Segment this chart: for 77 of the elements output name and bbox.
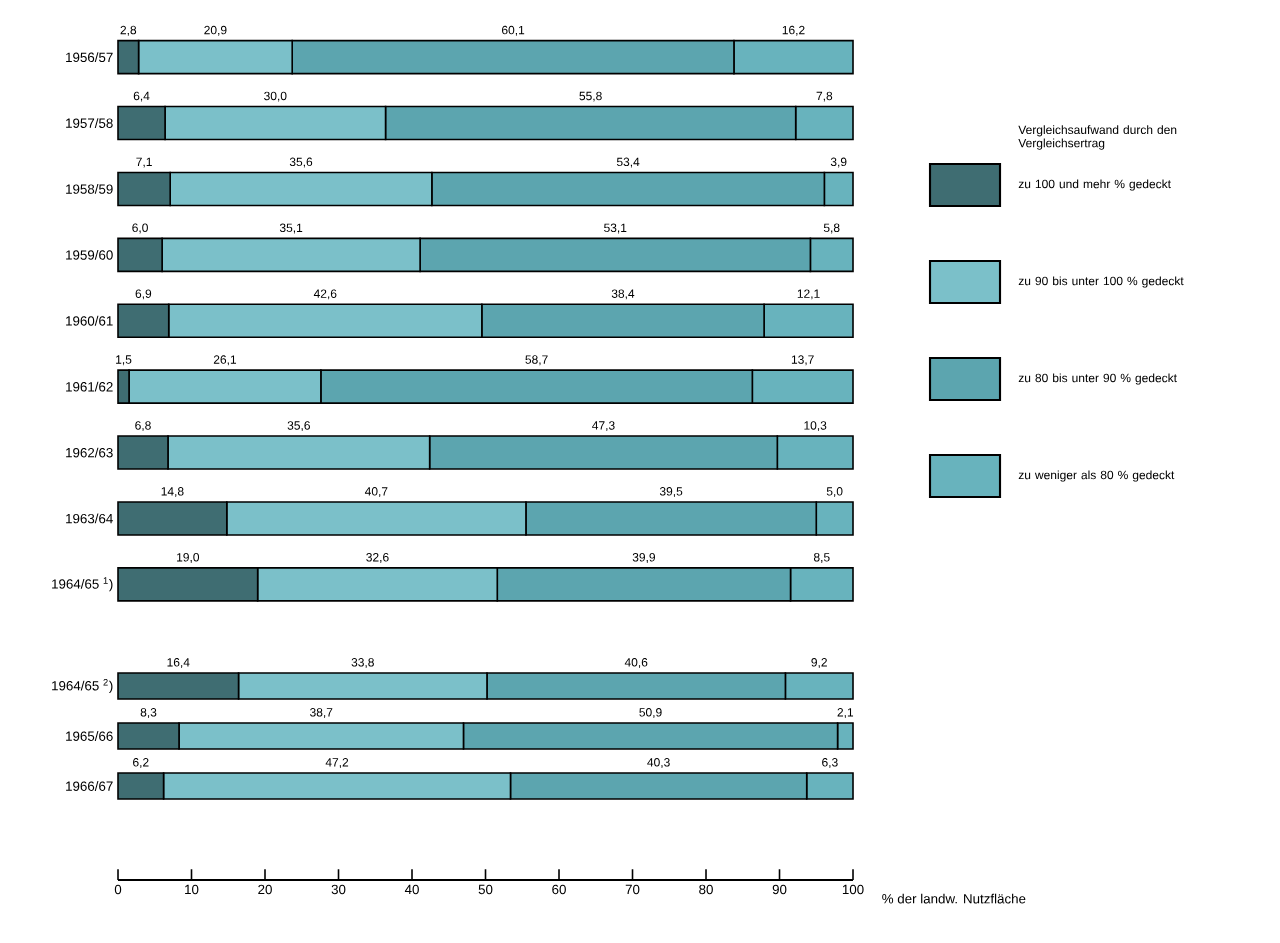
data-label: 30,0 — [264, 91, 287, 102]
text: zu 80 bis unter 90 % gedeckt — [1018, 373, 1177, 385]
data-label: 8,5 — [813, 553, 830, 563]
data-label: 7,1 — [136, 157, 152, 168]
data-label: 33,8 — [351, 658, 374, 668]
data-label: 38,7 — [310, 708, 333, 718]
data-label: 1,5 — [116, 355, 132, 366]
y-tick-label: 1964/65 $^{1}$) — [52, 577, 113, 592]
y-tick-label: 1958/59 — [66, 184, 113, 194]
x-tick-label: 20 — [258, 884, 272, 895]
data-label: 6,3 — [822, 758, 838, 768]
data-label: 53,4 — [616, 157, 640, 168]
y-tick-label: 1964/65 $^{2}$) — [52, 678, 113, 694]
data-label: 16,2 — [782, 25, 805, 36]
text: zu weniger als 80 % gedeckt — [1018, 470, 1175, 482]
data-label: 32,6 — [366, 553, 389, 563]
text: zu 90 bis unter 100 % gedeckt — [1018, 276, 1184, 288]
data-label: 8,3 — [140, 708, 157, 718]
y-tick-label: 1956/57 — [66, 52, 113, 63]
data-label: 20,9 — [204, 25, 227, 36]
data-label: 2,8 — [120, 25, 137, 36]
data-label: 53,1 — [604, 223, 627, 234]
x-tick-label: 40 — [404, 884, 419, 895]
data-label: 5,0 — [826, 487, 843, 498]
y-tick-label: 1963/64 — [66, 513, 113, 524]
data-label: 6,8 — [135, 421, 151, 432]
x-tick-label: 50 — [478, 884, 493, 895]
x-axis-title: % der landw. Nutzfläche — [882, 893, 1026, 904]
y-tick-label: 1961/62 — [66, 381, 113, 392]
data-label: 14,8 — [161, 487, 184, 498]
data-label: 35,6 — [287, 421, 310, 432]
data-label: 60,1 — [502, 25, 525, 36]
data-label: 5,8 — [823, 223, 840, 234]
data-label: 2,1 — [837, 708, 854, 718]
x-tick-label: 10 — [185, 884, 199, 895]
data-label: 58,7 — [525, 355, 548, 366]
data-label: 40,7 — [364, 487, 388, 498]
data-label: 9,2 — [811, 658, 827, 668]
x-tick-label: 100 — [842, 884, 864, 895]
y-tick-label: 1962/63 — [66, 447, 113, 458]
y-tick-label: 1957/58 — [66, 118, 113, 128]
data-label: 39,5 — [659, 487, 683, 498]
y-tick-label: 1966/67 — [66, 781, 113, 791]
data-label: 6,9 — [135, 289, 152, 300]
data-label: 12,1 — [797, 289, 820, 300]
data-label: 39,9 — [632, 553, 656, 563]
data-label: 16,4 — [167, 658, 190, 668]
x-tick-label: 70 — [625, 884, 640, 895]
data-label: 7,8 — [816, 91, 833, 102]
x-tick-label: 80 — [699, 884, 713, 895]
x-tick-label: 30 — [331, 884, 346, 895]
x-tick-label: 90 — [772, 884, 787, 895]
data-label: 47,2 — [325, 758, 349, 768]
data-label: 6,2 — [133, 758, 149, 768]
data-label: 13,7 — [791, 355, 814, 366]
data-label: 38,4 — [611, 289, 635, 300]
y-tick-label: 1960/61 — [66, 315, 113, 326]
data-label: 35,1 — [279, 223, 303, 234]
legend-title: Vergleichsaufwand durch den Vergleichsertrag — [1018, 125, 1177, 150]
data-label: 19,0 — [177, 553, 200, 563]
data-label: 6,0 — [132, 223, 148, 234]
data-label: 40,6 — [624, 658, 648, 668]
x-tick-label: 60 — [552, 884, 566, 895]
data-label: 50,9 — [639, 708, 662, 718]
data-label: 42,6 — [313, 289, 337, 300]
y-tick-label: 1959/60 — [66, 249, 113, 260]
data-label: 55,8 — [579, 91, 602, 102]
data-label: 35,6 — [289, 157, 313, 168]
x-tick-label: 0 — [114, 884, 122, 895]
data-label: 10,3 — [804, 421, 827, 432]
data-label: 26,1 — [213, 355, 237, 366]
data-label: 40,3 — [647, 758, 670, 768]
y-tick-label: 1965/66 — [66, 731, 113, 741]
text: zu 100 und mehr % gedeckt — [1018, 179, 1171, 191]
data-label: 6,4 — [133, 91, 150, 102]
data-label: 47,3 — [592, 421, 615, 432]
data-label: 3,9 — [830, 157, 847, 168]
